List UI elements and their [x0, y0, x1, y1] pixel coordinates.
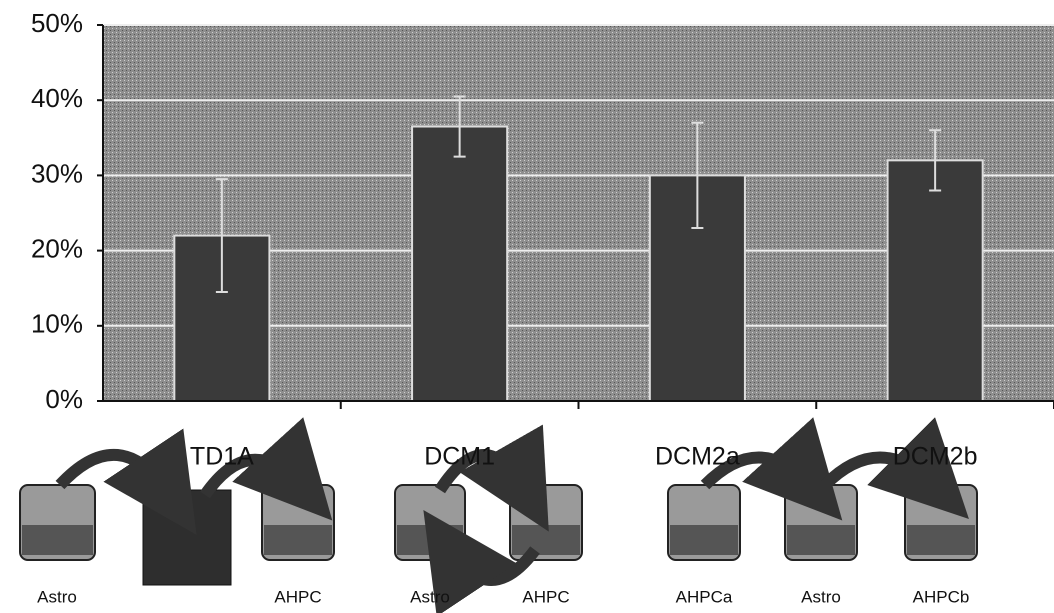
diagram-label: Astro: [410, 587, 450, 606]
plot-area: [103, 25, 1054, 401]
diagram-label: Astro: [801, 587, 841, 606]
y-tick-label: 0%: [45, 384, 83, 414]
x-tick-label: DCM2a: [655, 443, 740, 471]
diagram-label: Astro: [37, 587, 77, 606]
y-tick-label: 40%: [31, 83, 83, 113]
diagram-label: AHPCa: [676, 587, 733, 606]
y-tick-label: 50%: [31, 8, 83, 38]
diagram-label: AHPCb: [913, 587, 970, 606]
y-tick-label: 20%: [31, 233, 83, 263]
bar: [888, 160, 983, 401]
diagram: [20, 455, 977, 585]
chart: 0% 10% 20% 30% 40% 50% TD1A DCM1 DCM2a DCM2b Astro…: [0, 0, 1054, 613]
y-tick-label: 30%: [31, 158, 83, 188]
x-tick-label: DCM1: [424, 443, 495, 471]
y-tick-label: 10%: [31, 309, 83, 339]
bar: [412, 127, 507, 401]
diagram-label: AHPC: [522, 587, 569, 606]
x-tick-label: DCM2b: [893, 443, 978, 471]
diagram-label: AHPC: [274, 587, 321, 606]
x-tick-label: TD1A: [190, 443, 254, 471]
